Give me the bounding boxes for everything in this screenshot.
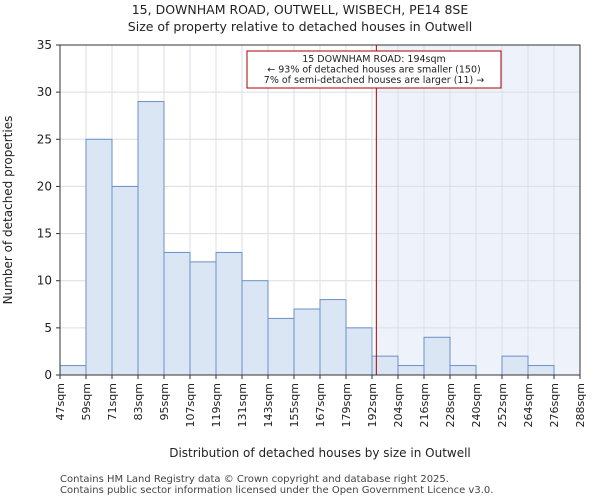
x-tick-label: 95sqm [158,383,171,420]
bar [501,355,529,376]
bar [397,365,425,376]
bar [137,101,165,376]
y-tick-label: 25 [37,132,52,146]
footer-copyright: Contains HM Land Registry data © Crown c… [60,474,449,485]
x-tick-label: 59sqm [80,383,93,420]
bar [319,299,347,376]
x-tick-label: 228sqm [444,383,457,427]
x-tick-label: 107sqm [184,383,197,427]
bar [345,327,373,376]
x-tick-label: 155sqm [288,383,301,427]
bar [267,317,295,376]
footer-licence: Contains public sector information licen… [60,485,494,496]
x-tick-label: 264sqm [522,383,535,427]
bar-chart: 0 5 10 15 20 25 30 35 47sqm 59sqm 71sqm 83sqm 95sqm… [1,38,587,460]
bar [449,365,477,376]
annotation-line: ← 93% of detached houses are smaller (15… [267,65,480,76]
bar [163,251,191,376]
bar [423,336,451,376]
x-tick-label: 83sqm [132,383,145,420]
x-tick-label: 288sqm [574,383,587,427]
bar [215,251,243,376]
y-tick-label: 20 [37,179,52,193]
annotation-line: 15 DOWNHAM ROAD: 194sqm [302,54,446,65]
x-tick-label: 192sqm [366,383,379,427]
chart-title: 15, DOWNHAM ROAD, OUTWELL, WISBECH, PE14… [131,2,469,17]
x-tick-label: 131sqm [236,383,249,427]
bar [85,138,113,376]
x-tick-label: 119sqm [210,383,223,427]
highlight-region [376,45,580,375]
bar [293,308,321,376]
bar [59,365,87,376]
x-tick-label: 204sqm [392,383,405,427]
annotation-box [246,50,502,89]
y-tick-label: 10 [37,274,52,288]
chart-subtitle: Size of property relative to detached ho… [127,19,473,34]
x-tick-label: 47sqm [54,383,67,420]
y-tick-label: 30 [37,85,52,99]
y-tick-label: 15 [37,227,52,241]
bar [111,185,139,376]
bar [241,280,269,376]
y-tick-label: 35 [37,38,52,52]
x-tick-label: 167sqm [314,383,327,427]
x-tick-label: 71sqm [106,383,119,420]
x-tick-label: 143sqm [262,383,275,427]
x-tick-label: 216sqm [418,383,431,427]
x-tick-label: 276sqm [548,383,561,427]
y-tick-label: 0 [44,368,52,382]
y-axis-label: Number of detached properties [1,116,15,305]
bar [527,365,555,376]
x-axis-label: Distribution of detached houses by size … [169,446,471,460]
y-tick-label: 5 [44,321,52,335]
bar [189,261,217,376]
x-tick-label: 240sqm [470,383,483,427]
x-tick-label: 179sqm [340,383,353,427]
annotation-line: 7% of semi-detached houses are larger (1… [264,75,484,86]
x-tick-label: 252sqm [496,383,509,427]
